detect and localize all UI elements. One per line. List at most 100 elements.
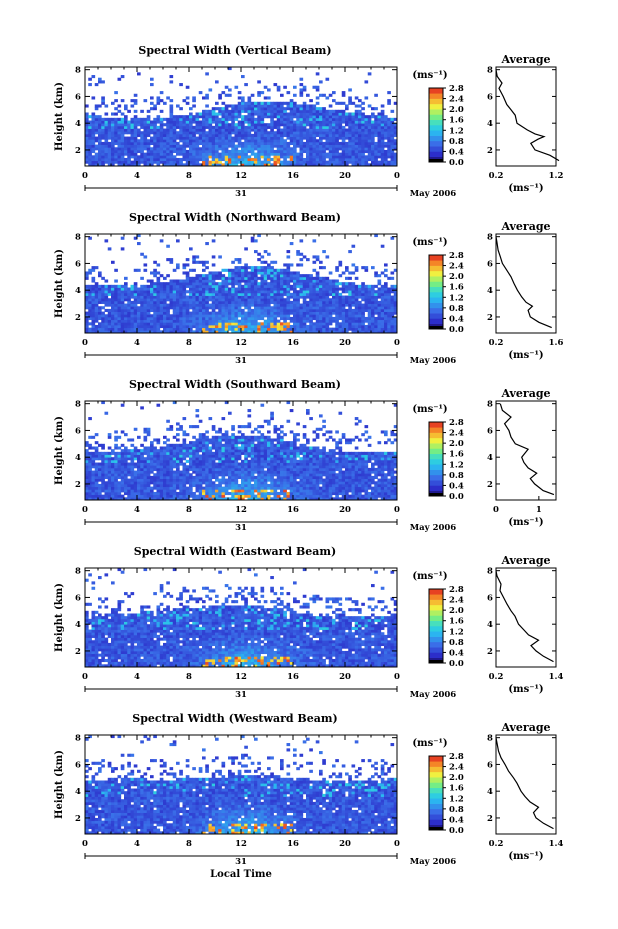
heatmap-cell bbox=[237, 311, 242, 315]
heatmap-cell bbox=[198, 123, 203, 127]
heatmap-cell bbox=[94, 144, 99, 148]
heatmap-cell bbox=[224, 290, 229, 294]
heatmap-cell bbox=[107, 483, 112, 488]
heatmap-cell bbox=[218, 316, 222, 321]
heatmap-cell bbox=[244, 117, 248, 121]
heatmap-cell bbox=[224, 306, 229, 310]
heatmap-cell bbox=[309, 104, 313, 108]
heatmap-cell bbox=[88, 306, 92, 310]
heatmap-cell bbox=[179, 292, 183, 296]
heatmap-cell bbox=[91, 308, 96, 312]
heatmap-cell bbox=[332, 295, 336, 299]
heatmap-cell bbox=[270, 133, 274, 137]
heatmap-cell bbox=[299, 303, 304, 307]
heatmap-cell bbox=[358, 104, 362, 108]
date-day-label: 31 bbox=[235, 189, 247, 199]
heatmap-cell bbox=[345, 104, 349, 108]
heatmap-cell bbox=[299, 125, 304, 129]
heatmap-cell bbox=[98, 300, 102, 304]
heatmap-cell bbox=[127, 152, 131, 156]
heatmap-cell bbox=[387, 101, 391, 105]
heatmap-cell bbox=[133, 470, 138, 474]
heatmap-cell bbox=[348, 271, 352, 275]
heatmap-cell bbox=[169, 303, 174, 307]
heatmap-cell bbox=[107, 330, 112, 334]
heatmap-cell bbox=[267, 330, 271, 334]
heatmap-cell bbox=[231, 314, 235, 318]
heatmap-cell bbox=[140, 133, 144, 137]
heatmap-cell bbox=[88, 308, 92, 312]
heatmap-cell bbox=[341, 141, 346, 145]
heatmap-cell bbox=[237, 123, 242, 127]
heatmap-cell bbox=[374, 152, 378, 156]
heatmap-cell bbox=[345, 276, 349, 280]
heatmap-cell bbox=[306, 104, 310, 108]
heatmap-cell bbox=[127, 449, 131, 453]
heatmap-cell bbox=[296, 292, 300, 296]
heatmap-cell bbox=[176, 483, 180, 488]
heatmap-cell bbox=[315, 311, 320, 315]
heatmap-cell bbox=[328, 160, 333, 164]
heatmap-cell bbox=[309, 112, 313, 116]
heatmap-cell bbox=[117, 465, 122, 469]
heatmap-cell bbox=[146, 319, 151, 323]
heatmap-cell bbox=[169, 260, 174, 264]
heatmap-cell bbox=[283, 290, 287, 294]
heatmap-cell bbox=[257, 322, 261, 326]
heatmap-cell bbox=[137, 319, 141, 323]
heatmap-cell bbox=[260, 271, 265, 275]
heatmap-cell bbox=[364, 139, 369, 143]
heatmap-cell bbox=[140, 491, 144, 496]
heatmap-cell bbox=[390, 152, 395, 156]
heatmap-cell bbox=[234, 152, 239, 156]
heatmap-cell bbox=[390, 163, 395, 167]
heatmap-cell bbox=[348, 117, 352, 121]
heatmap-cell bbox=[107, 475, 112, 479]
heatmap-cell bbox=[348, 123, 352, 127]
heatmap-cell bbox=[345, 117, 349, 121]
heatmap-cell bbox=[254, 319, 258, 323]
heatmap-cell bbox=[120, 292, 125, 296]
heatmap-cell bbox=[270, 163, 274, 167]
heatmap-cell bbox=[101, 120, 105, 124]
heatmap-cell bbox=[302, 88, 307, 92]
heatmap-cell bbox=[283, 101, 287, 105]
heatmap-cell bbox=[306, 136, 310, 140]
heatmap-cell bbox=[130, 144, 135, 148]
heatmap-cell bbox=[315, 123, 320, 127]
heatmap-cell bbox=[312, 239, 317, 243]
heatmap-cell bbox=[208, 120, 213, 124]
heatmap-cell bbox=[88, 139, 92, 143]
heatmap-cell bbox=[166, 298, 170, 302]
heatmap-cell bbox=[218, 319, 222, 323]
heatmap-cell bbox=[163, 483, 167, 488]
heatmap-cell bbox=[231, 107, 235, 111]
heatmap-cell bbox=[364, 316, 369, 321]
heatmap-cell bbox=[374, 311, 378, 315]
heatmap-cell bbox=[146, 139, 151, 143]
heatmap-cell bbox=[172, 459, 177, 463]
heatmap-cell bbox=[260, 139, 265, 143]
heatmap-cell bbox=[231, 308, 235, 312]
heatmap-cell bbox=[335, 279, 339, 283]
heatmap-cell bbox=[185, 144, 190, 148]
x-tick-label: 12 bbox=[235, 338, 247, 348]
heatmap-cell bbox=[345, 303, 349, 307]
heatmap-cell bbox=[117, 324, 122, 329]
heatmap-cell bbox=[182, 115, 187, 119]
heatmap-cell bbox=[221, 284, 226, 288]
heatmap-cell bbox=[273, 316, 278, 321]
heatmap-cell bbox=[91, 478, 96, 482]
heatmap-cell bbox=[176, 422, 180, 426]
heatmap-cell bbox=[257, 276, 261, 280]
heatmap-cell bbox=[156, 473, 161, 477]
heatmap-cell bbox=[169, 465, 174, 469]
heatmap-cell bbox=[182, 308, 187, 312]
heatmap-cell bbox=[130, 117, 135, 121]
heatmap-cell bbox=[224, 298, 229, 302]
heatmap-cell bbox=[332, 117, 336, 121]
heatmap-cell bbox=[111, 473, 115, 477]
heatmap-cell bbox=[228, 295, 232, 299]
heatmap-cell bbox=[172, 287, 177, 291]
heatmap-cell bbox=[348, 292, 352, 296]
